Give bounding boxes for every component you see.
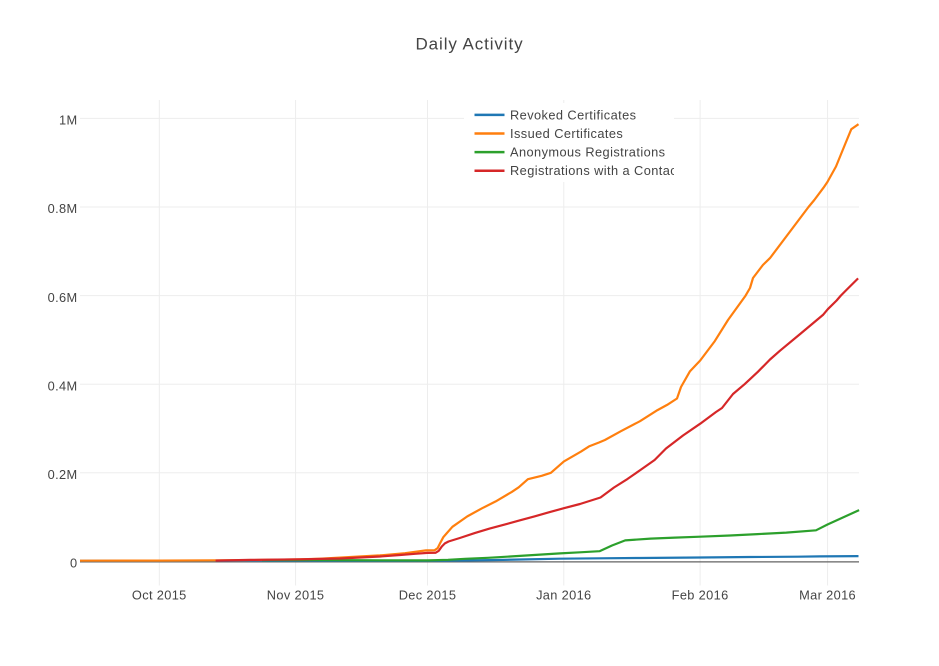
svg-text:Registrations with a Contact: Registrations with a Contact: [510, 163, 681, 178]
svg-text:Feb 2016: Feb 2016: [672, 588, 729, 603]
svg-text:0: 0: [70, 556, 77, 571]
svg-text:Jan 2016: Jan 2016: [536, 588, 591, 603]
svg-text:0.6M: 0.6M: [48, 290, 78, 305]
svg-text:Issued Certificates: Issued Certificates: [510, 126, 623, 141]
svg-text:0.2M: 0.2M: [48, 467, 78, 482]
svg-text:0.8M: 0.8M: [48, 201, 78, 216]
svg-text:0.4M: 0.4M: [48, 378, 78, 393]
svg-text:Nov 2015: Nov 2015: [267, 588, 325, 603]
svg-text:Revoked Certificates: Revoked Certificates: [510, 107, 636, 122]
svg-text:1M: 1M: [59, 113, 77, 128]
svg-text:Mar 2016: Mar 2016: [799, 588, 856, 603]
svg-text:Oct 2015: Oct 2015: [132, 588, 187, 603]
svg-text:Daily Activity: Daily Activity: [415, 35, 523, 54]
svg-text:Anonymous Registrations: Anonymous Registrations: [510, 145, 665, 160]
svg-text:Dec 2015: Dec 2015: [399, 588, 457, 603]
